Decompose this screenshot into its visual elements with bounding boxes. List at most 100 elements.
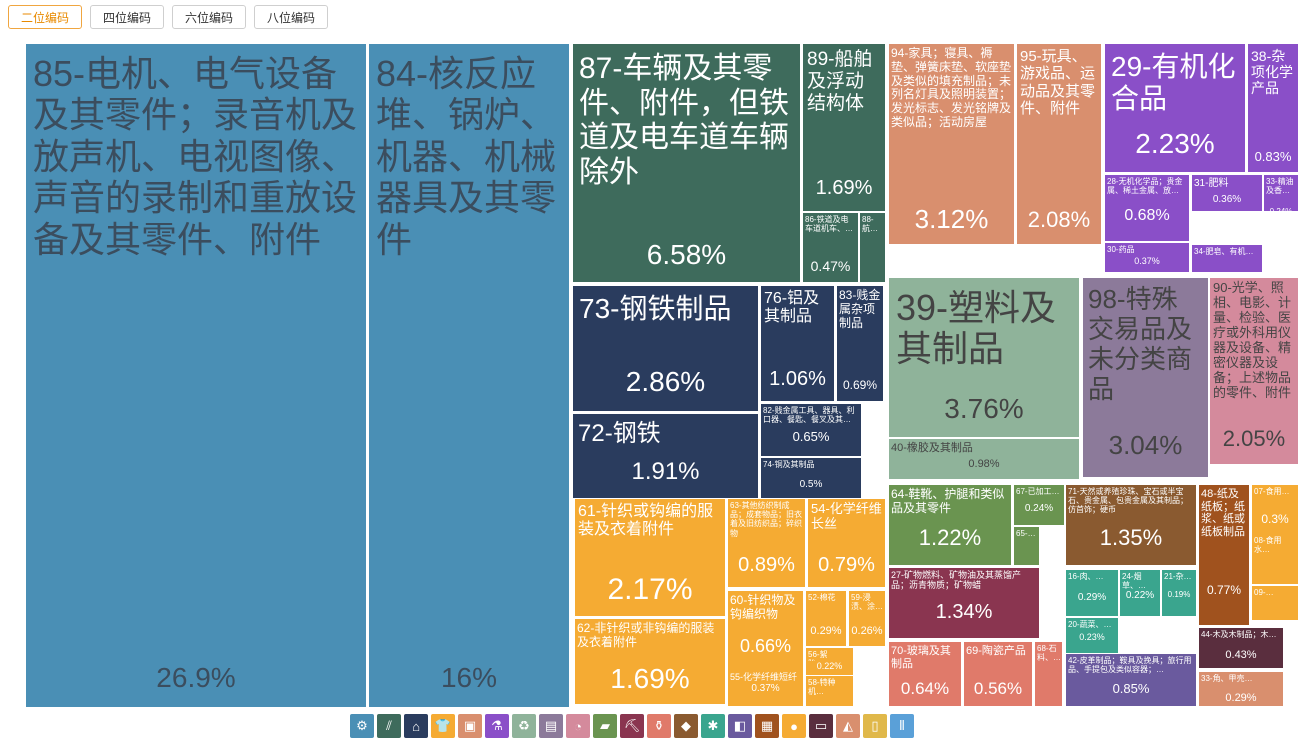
bag-icon[interactable]: ◧: [728, 714, 752, 738]
treemap-cell[interactable]: 07-食用… 0.3%: [1252, 485, 1298, 541]
treemap-cell[interactable]: 73-钢铁制品 2.86%: [573, 286, 758, 411]
treemap-cell-label: 33-精油及香…: [1266, 177, 1294, 196]
treemap-cell[interactable]: 30-药品 0.37%: [1105, 243, 1189, 272]
treemap-cell-value: 0.22%: [1125, 590, 1155, 601]
treemap-cell-value: 0.56%: [973, 679, 1023, 698]
treemap-cell[interactable]: 52-棉花 0.29%: [806, 591, 846, 646]
gem-icon[interactable]: ◆: [674, 714, 698, 738]
treemap-cell[interactable]: 83-贱金属杂项制品 0.69%: [837, 286, 883, 401]
treemap-cell[interactable]: 90-光学、照相、电影、计量、检验、医疗或外科用仪器及设备、精密仪器及设备；上述…: [1210, 278, 1298, 464]
treemap-cell-label: 60-针织物及钩编织物: [730, 593, 796, 621]
treemap-cell[interactable]: 27-矿物燃料、矿物油及其蒸馏产品；沥青物质；矿物蜡 1.34%: [889, 568, 1039, 638]
box-icon[interactable]: ▣: [458, 714, 482, 738]
treemap-cell[interactable]: 95-玩具、游戏品、运动品及其零件、附件 2.08%: [1017, 44, 1101, 244]
treemap-cell-label: 44-木及木制品；木…: [1201, 630, 1277, 639]
bottle-icon[interactable]: ▯: [863, 714, 887, 738]
treemap-cell[interactable]: 64-鞋靴、护腿和类似品及其零件 1.22%: [889, 485, 1011, 565]
treemap-cell[interactable]: 70-玻璃及其制品 0.64%: [889, 642, 961, 706]
treemap-cell[interactable]: 72-钢铁 1.91%: [573, 414, 758, 498]
treemap-cell[interactable]: 98-特殊交易品及未分类商品 3.04%: [1083, 278, 1208, 477]
treemap-cell[interactable]: 76-铝及其制品 1.06%: [761, 286, 834, 401]
treemap-cell[interactable]: 16-肉、… 0.29%: [1066, 570, 1118, 616]
treemap-cell-value: 0.23%: [1079, 632, 1105, 642]
treemap-cell[interactable]: 40-橡胶及其制品 0.98%: [889, 439, 1079, 479]
treemap-cell[interactable]: 89-船舶及浮动结构体 1.69%: [803, 44, 885, 211]
pickaxe-icon[interactable]: ⛏: [620, 714, 644, 738]
treemap-cell[interactable]: 62-非针织或非钩编的服装及衣着附件 1.69%: [575, 619, 725, 704]
gauge-icon[interactable]: ◔: [566, 714, 590, 738]
treemap-cell[interactable]: 33-精油及香… 0.24%: [1264, 175, 1298, 211]
easel-icon[interactable]: ▤: [539, 714, 563, 738]
treemap-cell[interactable]: 86-铁道及电车道机车、… 0.47%: [803, 213, 858, 282]
treemap-cell-label: 87-车辆及其零件、附件，但铁道及电车道车辆除外: [579, 52, 789, 189]
recycle-icon[interactable]: ♻: [512, 714, 536, 738]
tab-2-digit[interactable]: 二位编码: [8, 5, 83, 29]
treemap-cell[interactable]: 28-无机化学品；贵金属、稀土金属、放… 0.68%: [1105, 175, 1189, 241]
treemap-cell-label: 21-杂…: [1164, 572, 1192, 581]
treemap-cell[interactable]: 39-塑料及其制品 3.76%: [889, 278, 1079, 437]
treemap-cell-label: 65-…: [1016, 529, 1036, 538]
treemap-cell[interactable]: 33-角、甲壳… 0.29%: [1199, 672, 1283, 706]
treemap-cell[interactable]: 60-针织物及钩编织物 0.66%: [728, 591, 803, 676]
treemap-cell[interactable]: 65-…: [1014, 527, 1039, 565]
treemap-cell[interactable]: 74-铜及其制品 0.5%: [761, 458, 861, 498]
treemap-cell-label: 95-玩具、游戏品、运动品及其零件、附件: [1020, 48, 1096, 117]
bottles-icon[interactable]: ⫴: [890, 714, 914, 738]
treemap-cell-value: 1.22%: [918, 525, 982, 550]
treemap-cell[interactable]: 68-石料、…: [1035, 642, 1062, 706]
treemap-cell[interactable]: 88-航…: [860, 213, 885, 282]
treemap-cell[interactable]: 63-其他纺织制成品；成套物品；旧衣着及旧纺织品；碎织物 0.89%: [728, 499, 805, 587]
fruit-icon[interactable]: ●: [782, 714, 806, 738]
treemap-cell[interactable]: 82-贱金属工具、器具、利口器、餐匙、餐叉及其… 0.65%: [761, 404, 861, 456]
treemap-cell[interactable]: 85-电机、电气设备及其零件；录音机及放声机、电视图像、声音的录制和重放设备及其…: [26, 44, 366, 707]
treemap-cell[interactable]: 58-特种机…: [806, 676, 853, 706]
plank-icon[interactable]: ▭: [809, 714, 833, 738]
animal-icon[interactable]: ◭: [836, 714, 860, 738]
treemap-cell[interactable]: 44-木及木制品；木… 0.43%: [1199, 628, 1283, 668]
treemap-cell[interactable]: 34-肥皂、有机…: [1192, 245, 1262, 272]
treemap-cell[interactable]: 38-杂项化学产品 0.83%: [1248, 44, 1298, 172]
treemap-cell[interactable]: 87-车辆及其零件、附件，但铁道及电车道车辆除外 6.58%: [573, 44, 800, 282]
treemap-cell[interactable]: 21-杂… 0.19%: [1162, 570, 1196, 616]
treemap-cell-value: 3.12%: [914, 204, 989, 234]
treemap-cell[interactable]: 61-针织或钩编的服装及衣着附件 2.17%: [575, 499, 725, 616]
treemap-cell-label: 62-非针织或非钩编的服装及衣着附件: [577, 621, 715, 649]
treemap-cell[interactable]: 55-化学纤维短纤 0.37%: [728, 670, 803, 706]
tab-6-digit[interactable]: 六位编码: [172, 5, 247, 29]
treemap-cell[interactable]: 67-已加工… 0.24%: [1014, 485, 1064, 525]
treemap-cell[interactable]: 94-家具；寝具、褥垫、弹簧床垫、软座垫及类似的填充制品；未列名灯具及照明装置；…: [889, 44, 1014, 244]
treemap-cell[interactable]: 48-纸及纸板；纸浆、纸或纸板制品 0.77%: [1199, 485, 1249, 625]
anvil-icon[interactable]: ⌂: [404, 714, 428, 738]
treemap-cell-label: 76-铝及其制品: [764, 290, 820, 326]
road-icon[interactable]: ⫽: [377, 714, 401, 738]
treemap-cell[interactable]: 56-絮胎、…0.22%: [806, 648, 853, 675]
treemap-cell[interactable]: 59-浸渍、涂… 0.26%: [849, 591, 885, 646]
shirt-icon[interactable]: 👕: [431, 714, 455, 738]
treemap-cell-label: 33-角、甲壳…: [1201, 674, 1253, 683]
treemap-cell[interactable]: 31-肥料 0.36%: [1192, 175, 1262, 211]
tab-8-digit[interactable]: 八位编码: [254, 5, 329, 29]
treemap-cell-label: 24-烟草、…: [1122, 572, 1146, 590]
treemap-cell[interactable]: 54-化学纤维长丝 0.79%: [808, 499, 885, 587]
wheat-icon[interactable]: ✱: [701, 714, 725, 738]
treemap-cell-label: 07-食用…: [1254, 487, 1290, 496]
treemap-cell-value: 0.37%: [751, 683, 780, 694]
treemap-cell-value: 0.24%: [1024, 503, 1054, 514]
treemap-cell-label: 64-鞋靴、护腿和类似品及其零件: [891, 487, 1005, 515]
flask-icon[interactable]: ⚗: [485, 714, 509, 738]
treemap-cell[interactable]: 24-烟草、… 0.22%: [1120, 570, 1160, 616]
treemap-cell[interactable]: 69-陶瓷产品 0.56%: [964, 642, 1032, 706]
tab-4-digit[interactable]: 四位编码: [90, 5, 165, 29]
treemap-cell[interactable]: 84-核反应堆、锅炉、机器、机械器具及其零件 16%: [369, 44, 569, 707]
treemap-cell[interactable]: 42-皮革制品；鞍具及挽具；旅行用品、手提包及类似容器；… 0.85%: [1066, 654, 1196, 706]
treemap-cell-label: 34-肥皂、有机…: [1194, 247, 1254, 256]
treemap-cell[interactable]: 20-蔬菜、… 0.23%: [1066, 618, 1118, 653]
shoe-icon[interactable]: ▰: [593, 714, 617, 738]
scroll-icon[interactable]: ▦: [755, 714, 779, 738]
vase-icon[interactable]: ⚱: [647, 714, 671, 738]
gear-icon[interactable]: ⚙: [350, 714, 374, 738]
treemap-cell[interactable]: 71-天然或养殖珍珠、宝石或半宝石、贵金属、包贵金属及其制品；仿首饰；硬币 1.3…: [1066, 485, 1196, 565]
treemap-cell[interactable]: 09-…: [1252, 586, 1298, 620]
treemap-cell[interactable]: 29-有机化合品 2.23%: [1105, 44, 1245, 172]
treemap-cell[interactable]: 08-食用水…: [1252, 534, 1298, 584]
